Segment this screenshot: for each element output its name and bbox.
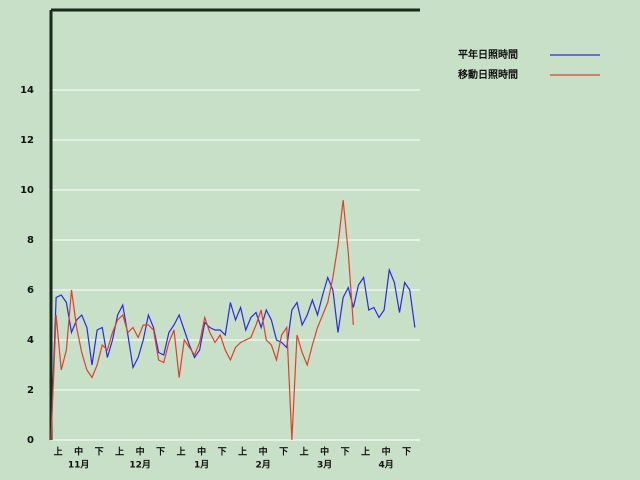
month-label: 1月 [194,460,209,471]
y-tick-label: 2 [27,385,34,396]
legend-label: 平年日照時間 [458,48,518,61]
x-tick-label: 下 [341,447,350,458]
month-label: 2月 [255,460,270,471]
x-tick-label: 中 [320,446,329,458]
x-tick-label: 下 [218,447,227,458]
x-tick-label: 下 [156,447,165,458]
y-tick-label: 6 [27,285,34,296]
month-label: 12月 [129,460,151,471]
x-tick-label: 上 [300,446,309,458]
series-line [50,267,416,441]
y-tick-label: 12 [20,135,34,146]
month-label: 3月 [317,460,332,471]
x-tick-label: 中 [136,446,145,458]
y-tick-label: 0 [27,435,34,446]
x-tick-label: 中 [382,446,391,458]
x-tick-label: 下 [402,447,411,458]
x-tick-label: 上 [361,446,370,458]
series-line [50,199,354,441]
x-tick-label: 上 [54,446,63,458]
x-tick-label: 上 [177,446,186,458]
x-tick-label: 中 [259,446,268,458]
x-tick-label: 上 [238,446,247,458]
month-label: 11月 [68,460,90,471]
y-tick-label: 10 [20,185,34,196]
month-label: 4月 [378,460,393,471]
x-tick-label: 中 [197,446,206,458]
x-tick-label: 中 [74,446,83,458]
legend-label: 移動日照時間 [458,68,518,81]
x-tick-label: 下 [279,447,288,458]
x-tick-label: 下 [95,447,104,458]
x-tick-label: 上 [115,446,124,458]
y-tick-label: 8 [27,235,34,246]
y-tick-label: 14 [20,85,34,96]
y-tick-label: 4 [27,335,34,346]
